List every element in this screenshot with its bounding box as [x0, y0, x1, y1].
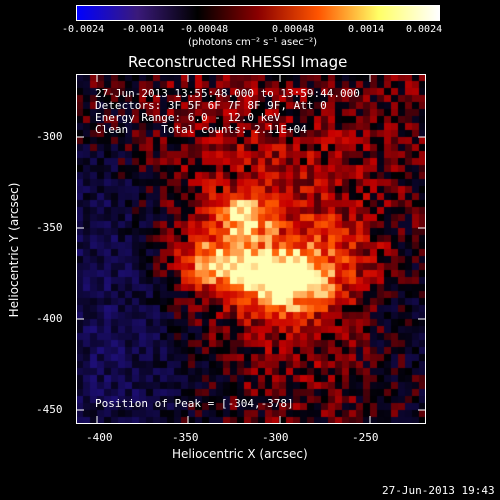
x-tick-3: -300	[262, 431, 289, 444]
info-time-range: 27-Jun-2013 13:55:48.000 to 13:59:44.000	[95, 87, 360, 100]
info-clean-counts: Clean Total counts: 2.11E+04	[95, 123, 307, 136]
y-tick-2: -350	[36, 221, 63, 234]
cbar-tick-3: -0.00048	[180, 24, 229, 35]
cbar-tick-6: 0.0024	[406, 24, 443, 35]
rhessi-image	[76, 74, 426, 424]
x-tick-1: -400	[86, 431, 113, 444]
cbar-tick-2: -0.0014	[122, 24, 165, 35]
y-tick-4: -450	[36, 403, 63, 416]
info-detectors: Detectors: 3F 5F 6F 7F 8F 9F, Att 0	[95, 99, 327, 112]
info-energy-range: Energy Range: 6.0 - 12.0 keV	[95, 111, 281, 124]
x-tick-4: -250	[352, 431, 379, 444]
info-peak-position: Position of Peak = [-304,-378]	[95, 397, 294, 410]
cbar-tick-1: -0.0024	[62, 24, 105, 35]
colorbar	[76, 5, 440, 21]
x-tick-2: -350	[172, 431, 199, 444]
cbar-unit-label: (photons cm⁻² s⁻¹ asec⁻²)	[188, 37, 318, 48]
plot-title: Reconstructed RHESSI Image	[128, 53, 348, 71]
x-axis-label: Heliocentric X (arcsec)	[172, 447, 308, 461]
cbar-tick-5: 0.0014	[348, 24, 385, 35]
cbar-tick-4: 0.00048	[272, 24, 315, 35]
timestamp: 27-Jun-2013 19:43	[382, 484, 495, 497]
y-axis-label: Heliocentric Y (arcsec)	[7, 182, 21, 318]
y-tick-3: -400	[36, 312, 63, 325]
y-tick-1: -300	[36, 130, 63, 143]
